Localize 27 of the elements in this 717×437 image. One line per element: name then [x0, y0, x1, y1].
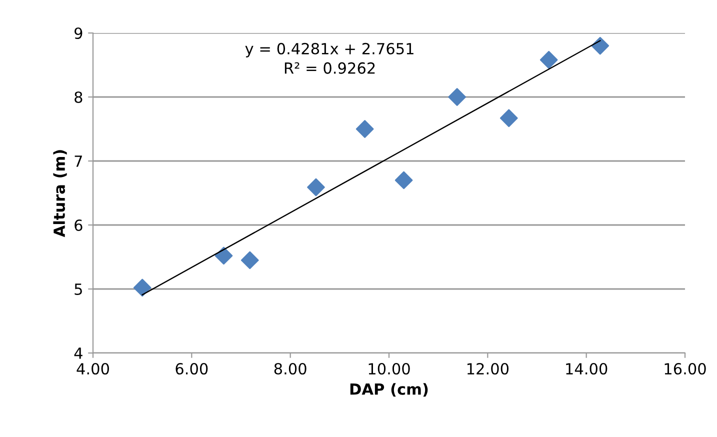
y-tick-label: 6 — [74, 219, 82, 232]
y-tick-label: 8 — [74, 91, 82, 104]
x-tick-label: 14.00 — [566, 362, 608, 375]
x-tick-label: 8.00 — [274, 362, 306, 375]
point — [240, 251, 259, 270]
point — [500, 109, 518, 128]
x-tick-label: 16.00 — [664, 362, 706, 375]
point — [214, 246, 233, 265]
x-axis-title: DAP (cm) — [350, 383, 428, 397]
point — [356, 120, 374, 138]
x-tick-label: 10.00 — [368, 362, 410, 375]
y-axis-title: Altura (m) — [53, 150, 67, 238]
point — [591, 36, 610, 55]
x-tick-label: 6.00 — [176, 362, 208, 375]
annotation: y = 0.4281x + 2.7651 — [245, 42, 414, 58]
x-tick-label: 12.00 — [467, 362, 509, 375]
point — [448, 88, 466, 106]
point — [133, 278, 152, 297]
point — [394, 171, 413, 190]
y-tick-label: 9 — [74, 27, 82, 40]
x-tick-label: 4.00 — [76, 362, 109, 375]
annotation: R² = 0.9262 — [284, 62, 375, 74]
y-tick-label: 7 — [74, 156, 82, 167]
point — [307, 178, 325, 196]
point — [540, 50, 558, 69]
y-tick-label: 4 — [74, 348, 82, 359]
y-tick-label: 5 — [74, 284, 82, 296]
